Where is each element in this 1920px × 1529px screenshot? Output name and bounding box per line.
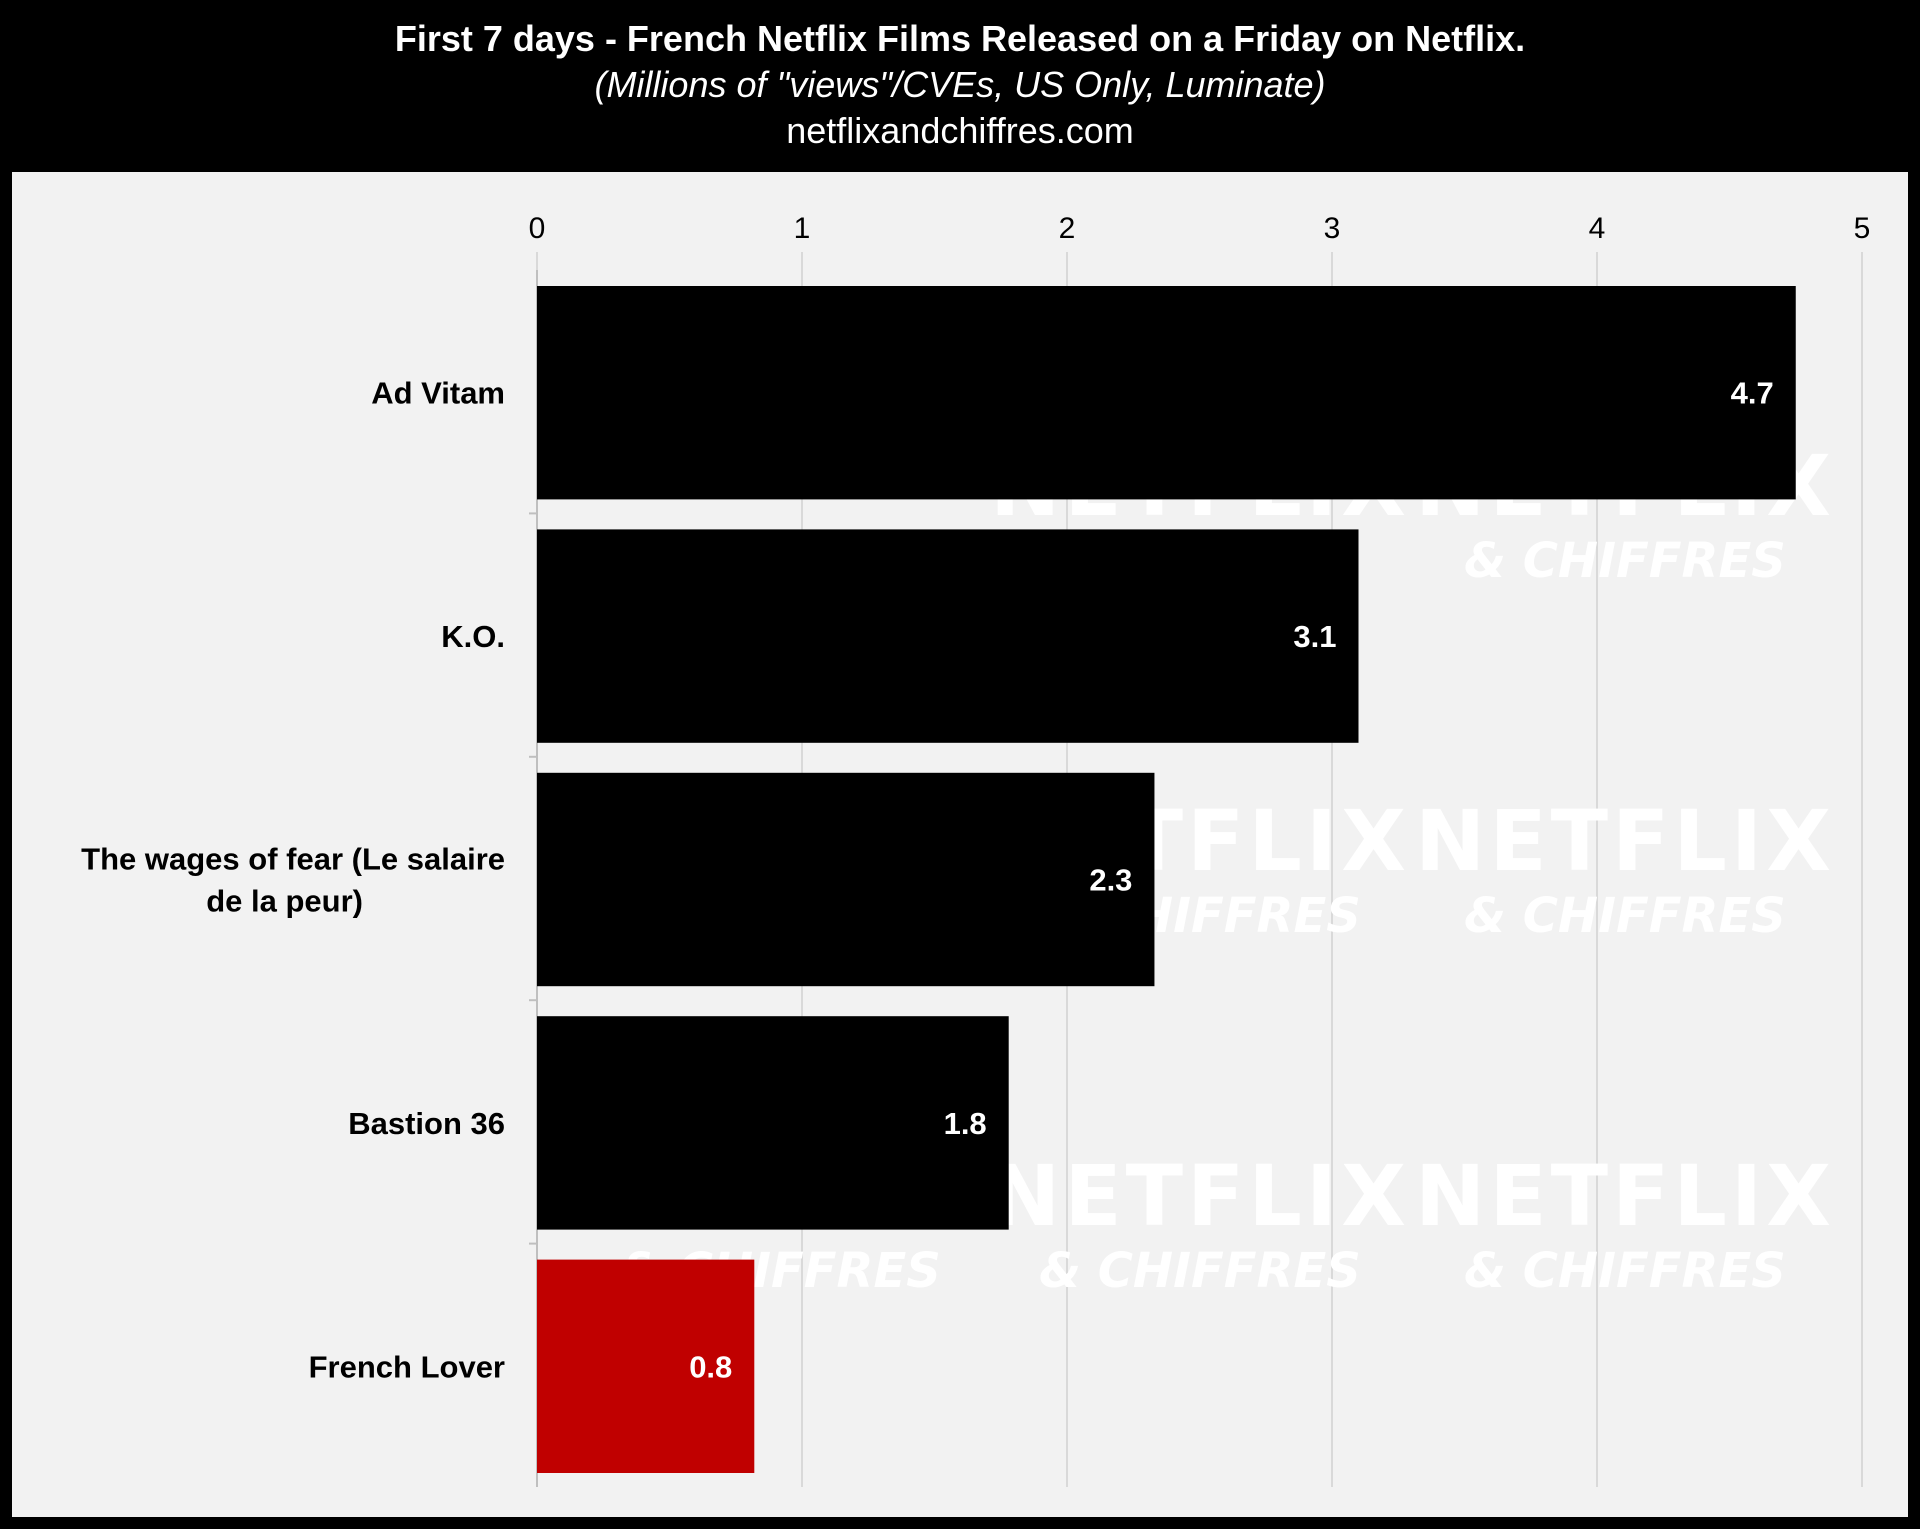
category-label: The wages of fear (Le salaire de la peur) <box>81 842 505 919</box>
bar-4 <box>537 1259 755 1473</box>
svg-text:NETFLIX: NETFLIX <box>1415 1147 1835 1245</box>
category-label: Bastion 36 <box>348 1106 505 1141</box>
chart-header: First 7 days - French Netflix Films Rele… <box>0 0 1920 170</box>
x-tick-label: 1 <box>794 212 811 245</box>
svg-text:& CHIFFRES: & CHIFFRES <box>1464 533 1786 589</box>
svg-text:& CHIFFRES: & CHIFFRES <box>1464 888 1786 944</box>
x-tick-label: 3 <box>1324 212 1341 245</box>
svg-text:& CHIFFRES: & CHIFFRES <box>1039 1243 1361 1299</box>
svg-text:& CHIFFRES: & CHIFFRES <box>1464 1243 1786 1299</box>
bar-1 <box>537 529 1359 743</box>
x-tick-label: 5 <box>1854 212 1871 245</box>
data-label: 4.7 <box>1731 376 1774 411</box>
chart-subtitle: (Millions of "views"/CVEs, US Only, Lumi… <box>594 64 1326 105</box>
chart-source: netflixandchiffres.com <box>786 110 1134 151</box>
data-label: 3.1 <box>1293 619 1336 654</box>
svg-text:NETFLIX: NETFLIX <box>990 1147 1410 1245</box>
bar-0 <box>537 286 1796 500</box>
data-label: 1.8 <box>944 1106 987 1141</box>
data-label: 0.8 <box>689 1349 732 1384</box>
chart-title: First 7 days - French Netflix Films Rele… <box>394 18 1526 59</box>
data-label: 2.3 <box>1089 863 1132 898</box>
category-label: Ad Vitam <box>371 376 505 411</box>
svg-text:NETFLIX: NETFLIX <box>1415 792 1835 890</box>
category-label: French Lover <box>309 1349 505 1384</box>
x-tick-label: 4 <box>1589 212 1606 245</box>
x-tick-label: 2 <box>1059 212 1076 245</box>
bar-3 <box>537 1016 1009 1230</box>
bar-2 <box>537 772 1155 987</box>
x-tick-label: 0 <box>529 212 546 245</box>
category-label: K.O. <box>441 619 505 654</box>
